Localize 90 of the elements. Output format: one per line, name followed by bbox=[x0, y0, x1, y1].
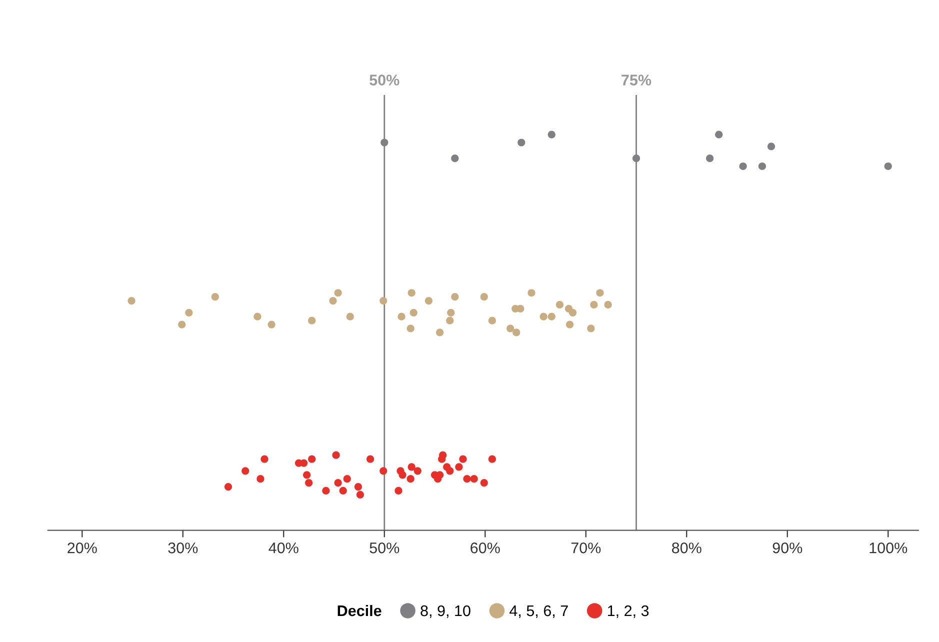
point bbox=[329, 296, 337, 305]
point bbox=[394, 486, 402, 495]
point bbox=[596, 289, 604, 297]
point bbox=[268, 320, 276, 328]
point bbox=[556, 300, 564, 309]
point bbox=[706, 154, 714, 162]
point bbox=[459, 455, 467, 463]
point bbox=[488, 316, 496, 324]
point bbox=[438, 455, 446, 463]
point bbox=[343, 475, 351, 483]
point bbox=[398, 312, 406, 320]
legend-title: Decile bbox=[338, 604, 382, 616]
point bbox=[451, 293, 459, 301]
point bbox=[758, 162, 766, 170]
point bbox=[410, 308, 418, 316]
point bbox=[260, 455, 268, 463]
point bbox=[346, 312, 354, 320]
point bbox=[406, 324, 414, 332]
point bbox=[424, 296, 433, 305]
point bbox=[518, 138, 526, 146]
point bbox=[254, 312, 262, 320]
point bbox=[322, 486, 330, 495]
point bbox=[506, 324, 514, 332]
point bbox=[305, 479, 313, 487]
x-tick-label: 100% bbox=[870, 542, 908, 554]
point bbox=[414, 467, 422, 475]
point bbox=[224, 482, 232, 491]
ref-line-label: 50% bbox=[370, 74, 400, 86]
point bbox=[334, 289, 342, 297]
point bbox=[590, 300, 598, 309]
point bbox=[185, 308, 193, 316]
point bbox=[256, 475, 264, 483]
point bbox=[480, 293, 488, 301]
point bbox=[354, 482, 362, 491]
point bbox=[884, 162, 892, 170]
point bbox=[332, 451, 340, 459]
point bbox=[211, 293, 219, 301]
point bbox=[380, 138, 388, 146]
point bbox=[587, 324, 595, 332]
point bbox=[366, 455, 374, 463]
point bbox=[528, 289, 536, 297]
point bbox=[128, 296, 136, 305]
point bbox=[632, 154, 640, 162]
point bbox=[436, 328, 444, 336]
point bbox=[548, 130, 556, 138]
legend-label: 1, 2, 3 bbox=[608, 605, 649, 618]
x-tick-label: 90% bbox=[772, 542, 802, 554]
point bbox=[548, 312, 556, 320]
point bbox=[540, 312, 548, 320]
point bbox=[308, 455, 316, 463]
point bbox=[406, 475, 414, 483]
point bbox=[446, 316, 454, 324]
legend-label: 4, 5, 6, 7 bbox=[510, 605, 568, 618]
point bbox=[408, 289, 416, 297]
x-tick-label: 50% bbox=[370, 542, 400, 554]
point bbox=[463, 475, 471, 483]
point bbox=[308, 316, 316, 324]
point bbox=[604, 300, 612, 309]
x-tick-label: 60% bbox=[470, 542, 500, 554]
point bbox=[488, 455, 496, 463]
point bbox=[446, 467, 454, 475]
point bbox=[380, 296, 388, 305]
point bbox=[455, 463, 463, 471]
point bbox=[566, 320, 574, 328]
point bbox=[767, 142, 776, 150]
point bbox=[356, 490, 364, 498]
point bbox=[339, 486, 347, 495]
x-tick-label: 20% bbox=[68, 542, 97, 554]
x-tick-label: 70% bbox=[571, 542, 601, 554]
x-tick-label: 30% bbox=[168, 542, 198, 554]
x-tick-label: 40% bbox=[268, 542, 298, 554]
point bbox=[447, 308, 455, 316]
point bbox=[715, 130, 723, 138]
point bbox=[178, 320, 186, 328]
point bbox=[512, 328, 520, 336]
point bbox=[451, 154, 459, 162]
point bbox=[242, 467, 250, 475]
legend-label: 8, 9, 10 bbox=[420, 605, 470, 618]
point bbox=[739, 162, 747, 170]
point bbox=[334, 479, 342, 487]
point bbox=[568, 308, 577, 316]
point bbox=[480, 479, 488, 487]
point bbox=[408, 463, 416, 471]
point bbox=[470, 475, 478, 483]
point bbox=[303, 471, 311, 479]
point bbox=[516, 304, 524, 312]
ref-line-label: 75% bbox=[622, 74, 652, 86]
x-tick-label: 80% bbox=[672, 542, 702, 554]
point bbox=[398, 471, 406, 479]
point bbox=[380, 467, 388, 475]
